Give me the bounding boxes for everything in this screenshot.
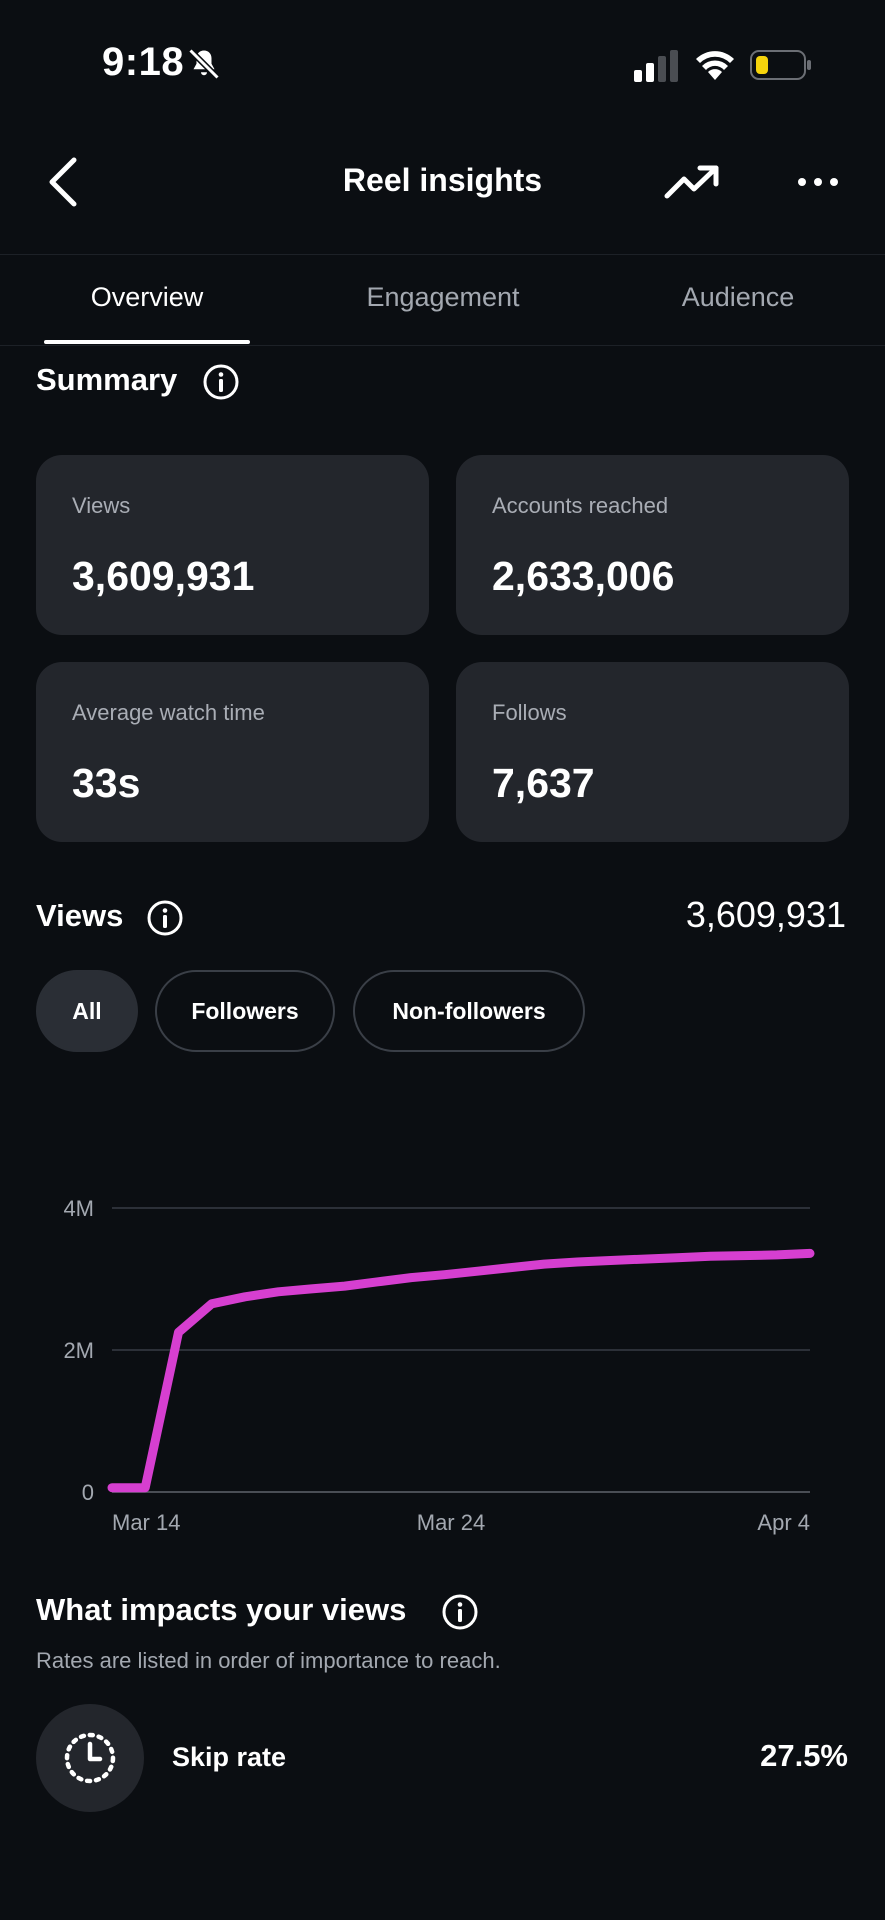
clock-dashed-icon — [64, 1732, 116, 1784]
status-time: 9:18 — [102, 40, 185, 84]
x-tick-label: Mar 14 — [112, 1510, 180, 1535]
card-label: Follows — [492, 700, 567, 725]
metric-value-skip-rate: 27.5% — [760, 1738, 848, 1773]
filter-chip-all[interactable]: All — [36, 970, 138, 1052]
tab-engagement[interactable]: Engagement — [366, 282, 520, 312]
x-tick-label: Mar 24 — [417, 1510, 485, 1535]
summary-card-average-watch-time[interactable]: Average watch time 33s — [36, 662, 429, 842]
card-value: 33s — [72, 760, 141, 806]
wifi-icon — [696, 51, 734, 80]
trending-up-icon[interactable] — [664, 164, 720, 200]
y-tick-label: 0 — [82, 1480, 94, 1505]
summary-card-follows[interactable]: Follows 7,637 — [456, 662, 849, 842]
summary-title: Summary — [36, 362, 178, 397]
summary-card-accounts-reached[interactable]: Accounts reached 2,633,006 — [456, 455, 849, 635]
page-title: Reel insights — [342, 162, 543, 198]
bell-slash-icon — [188, 48, 220, 80]
x-tick-label: Apr 4 — [757, 1510, 810, 1535]
summary-card-views[interactable]: Views 3,609,931 — [36, 455, 429, 635]
tabs-divider — [0, 345, 885, 346]
more-options-icon[interactable] — [796, 170, 840, 194]
views-total: 3,609,931 — [685, 894, 846, 935]
card-value: 3,609,931 — [72, 553, 255, 599]
views-info-icon[interactable] — [146, 899, 184, 937]
views-series-line — [107, 1248, 815, 1493]
card-label: Views — [72, 493, 131, 518]
filter-chip-non-followers[interactable]: Non-followers — [353, 970, 585, 1052]
views-title: Views — [36, 898, 124, 933]
impacts-subtitle: Rates are listed in order of importance … — [36, 1648, 501, 1673]
tab-audience[interactable]: Audience — [681, 282, 795, 312]
signal-strength-icon — [634, 50, 678, 82]
y-tick-label: 4M — [63, 1196, 94, 1221]
metric-label-skip-rate: Skip rate — [172, 1742, 287, 1772]
card-label: Average watch time — [72, 700, 265, 725]
impacts-title: What impacts your views — [36, 1592, 407, 1627]
card-value: 7,637 — [492, 760, 595, 806]
header-divider — [0, 254, 885, 255]
tab-overview[interactable]: Overview — [90, 282, 204, 312]
impacts-info-icon[interactable] — [441, 1593, 479, 1631]
active-tab-indicator — [44, 340, 250, 344]
back-chevron-icon[interactable] — [44, 156, 84, 208]
y-tick-label: 2M — [63, 1338, 94, 1363]
views-line-chart: 0 2M 4M Mar 14 Mar 24 Apr 4 — [63, 1196, 815, 1535]
filter-chip-followers[interactable]: Followers — [155, 970, 335, 1052]
battery-low-power-icon — [750, 50, 811, 80]
card-value: 2,633,006 — [492, 553, 675, 599]
summary-info-icon[interactable] — [202, 363, 240, 401]
card-label: Accounts reached — [492, 493, 669, 518]
